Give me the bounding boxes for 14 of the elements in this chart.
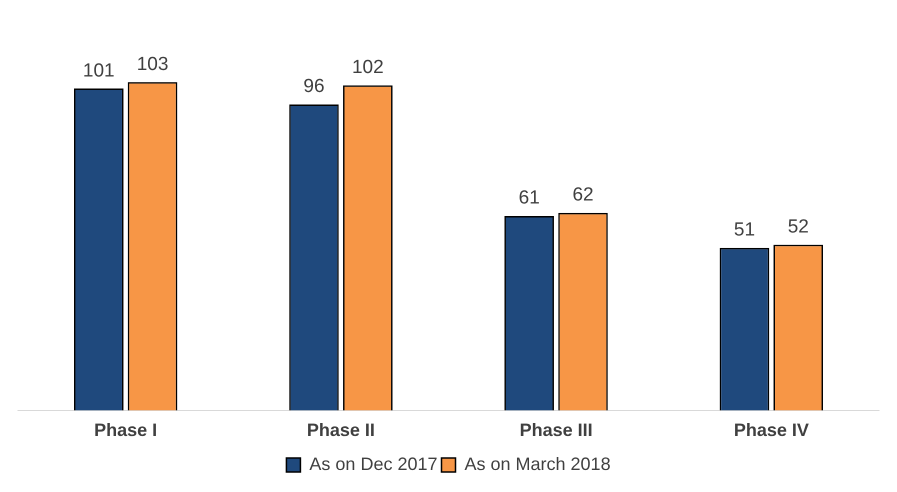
x-tick-label: Phase IV [734,420,809,440]
x-tick-label: Phase II [306,420,375,440]
data-label: 61 [518,188,540,209]
legend-label: As on Dec 2017 [309,454,438,474]
data-label: 101 [82,60,115,82]
x-tick-label: Phase III [520,420,593,440]
data-label: 103 [136,54,168,75]
legend-label: As on March 2018 [464,454,611,474]
data-label: 51 [734,220,756,241]
data-label: 102 [352,57,384,78]
data-label: 96 [303,76,325,98]
data-label: 52 [788,216,809,238]
data-label: 62 [572,184,594,206]
x-tick-label: Phase I [94,420,158,440]
